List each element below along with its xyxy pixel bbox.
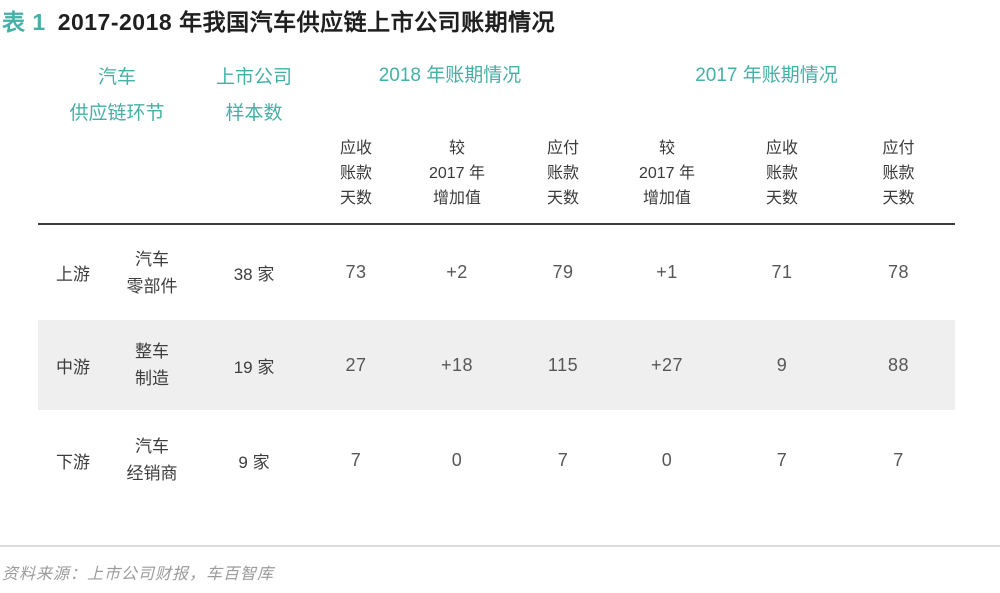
- value-cell: 71: [771, 262, 793, 282]
- header-sample-count: 上市公司 样本数: [196, 60, 313, 225]
- tier-cell: 下游: [56, 452, 90, 472]
- header-supply-chain-segment: 汽车 供应链环节: [38, 60, 197, 225]
- value-cell: 88: [888, 354, 910, 375]
- header-line: 账款: [766, 165, 799, 182]
- segment-line: 汽车: [135, 249, 169, 269]
- segment-line: 整车: [135, 342, 169, 361]
- value-cell: 7: [776, 449, 788, 470]
- header-2017-group: 2017 年账期情况: [612, 60, 955, 130]
- header-2018-increase-vs-2017: 较 2017 年 增加值: [400, 130, 515, 225]
- header-line: 应付: [547, 140, 580, 157]
- header-line: 应收: [340, 140, 373, 157]
- header-line: 较: [659, 140, 676, 157]
- value-cell: 115: [547, 354, 579, 375]
- header-line: 账款: [547, 165, 580, 182]
- sub-header-row: 应收 账款 天数 较 2017 年 增加值 应付 账款 天数 较 2017 年: [38, 130, 956, 225]
- table-row-downstream: 下游 汽车 经销商 9 家 7 0 7 0 7 7: [38, 410, 955, 510]
- table-title: 表 1 2017-2018 年我国汽车供应链上市公司账期情况: [2, 3, 555, 37]
- segment-cell: 汽车 零部件: [108, 224, 196, 320]
- value-cell: +2: [446, 262, 468, 282]
- header-line: 2017 年: [638, 165, 696, 182]
- table-body: 上游 汽车 零部件 38 家 73 +2 79 +1 71 78 中游 整车 制…: [38, 224, 956, 510]
- value-cell: 7: [893, 449, 904, 470]
- value-cell: +27: [650, 354, 684, 375]
- header-line: 应付: [882, 140, 915, 157]
- header-2017-payable-days: 应付 账款 天数: [842, 130, 956, 225]
- table-title-text: 2017-2018 年我国汽车供应链上市公司账期情况: [57, 9, 556, 35]
- header-line: 供应链环节: [69, 103, 165, 124]
- header-2018-label: 2018 年账期情况: [378, 65, 522, 86]
- tier-cell: 上游: [56, 265, 90, 284]
- header-line: 较: [449, 140, 466, 157]
- segment-line: 零部件: [126, 276, 178, 296]
- value-cell: 7: [350, 449, 362, 470]
- header-line: 天数: [340, 190, 373, 207]
- header-2017-increase: 较 2017 年 增加值: [612, 130, 723, 225]
- header-line: 增加值: [433, 190, 482, 207]
- segment-line: 经销商: [126, 464, 178, 483]
- header-line: 增加值: [643, 190, 692, 207]
- value-cell: 78: [888, 262, 910, 282]
- header-line: 天数: [547, 190, 580, 207]
- header-line: 样本数: [225, 103, 283, 124]
- table-number-tag: 表 1: [2, 9, 46, 35]
- header-line: 2017 年: [428, 165, 486, 182]
- sample-cell: 19 家: [233, 357, 275, 377]
- header-2017-receivable-days: 应收 账款 天数: [722, 130, 843, 225]
- value-cell: 27: [345, 354, 367, 375]
- value-cell: 0: [451, 449, 463, 470]
- tier-cell: 中游: [56, 357, 90, 377]
- footer-divider: [0, 545, 1000, 547]
- header-2017-label: 2017 年账期情况: [695, 65, 838, 86]
- value-cell: 7: [557, 449, 569, 470]
- header-line: 汽车: [98, 67, 137, 88]
- value-cell: 73: [345, 262, 367, 282]
- table-row-upstream: 上游 汽车 零部件 38 家 73 +2 79 +1 71 78: [38, 224, 955, 320]
- group-header-row: 汽车 供应链环节 上市公司 样本数 2018 年账期情况 2017 年账期情况: [38, 60, 955, 225]
- segment-line: 制造: [135, 369, 169, 388]
- value-cell: 0: [661, 449, 673, 470]
- header-line: 天数: [766, 190, 799, 207]
- table-header: 汽车 供应链环节 上市公司 样本数 2018 年账期情况 2017 年账期情况 …: [38, 60, 956, 225]
- header-line: 应收: [766, 140, 799, 157]
- header-line: 账款: [882, 165, 915, 182]
- table-row-midstream: 中游 整车 制造 19 家 27 +18 115 +27 9 88: [38, 320, 956, 410]
- payment-terms-table: 汽车 供应链环节 上市公司 样本数 2018 年账期情况 2017 年账期情况 …: [38, 60, 956, 510]
- header-line: 上市公司: [216, 67, 293, 88]
- header-2018-payable-days: 应付 账款 天数: [514, 130, 613, 225]
- value-cell: +1: [656, 262, 678, 282]
- header-2018-receivable-days: 应收 账款 天数: [312, 130, 401, 225]
- source-note: 资料来源：上市公司财报，车百智库: [2, 566, 275, 583]
- segment-cell: 整车 制造: [108, 320, 196, 410]
- value-cell: +18: [440, 354, 474, 375]
- segment-cell: 汽车 经销商: [108, 410, 196, 510]
- header-line: 账款: [340, 165, 373, 182]
- sample-cell: 9 家: [238, 452, 270, 472]
- header-2018-group: 2018 年账期情况: [312, 60, 612, 130]
- segment-line: 汽车: [135, 437, 169, 456]
- value-cell: 9: [776, 354, 788, 375]
- sample-cell: 38 家: [233, 265, 275, 284]
- value-cell: 79: [552, 262, 574, 282]
- header-line: 天数: [882, 190, 915, 207]
